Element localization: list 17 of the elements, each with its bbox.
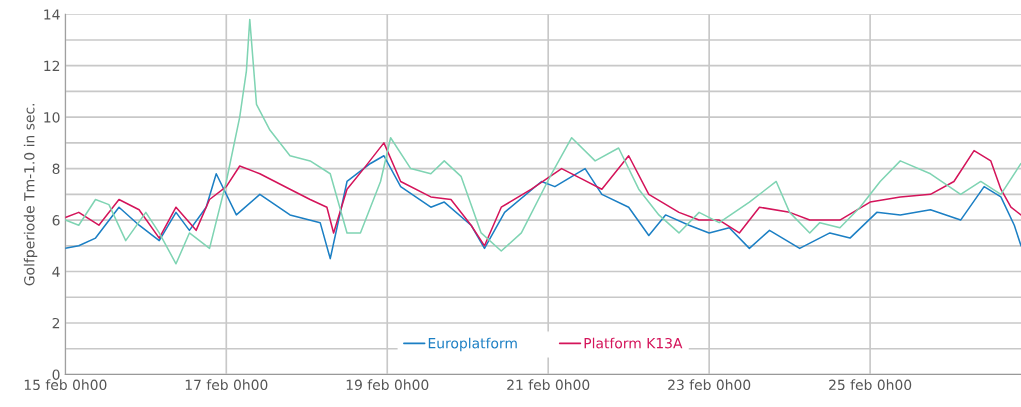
y-tick-label: 4 xyxy=(52,266,60,277)
legend-label: Platform K13A xyxy=(584,337,683,349)
y-tick-label: 12 xyxy=(44,60,60,71)
y-tick-label: 8 xyxy=(52,163,60,175)
y-tick-label: 14 xyxy=(44,9,60,20)
legend-label: Europlatform xyxy=(428,337,517,352)
y-tick-label: 2 xyxy=(52,317,60,329)
x-tick-label: 19 feb 0h00 xyxy=(346,379,429,391)
y-tick-label: 10 xyxy=(44,112,60,123)
y-tick-label: 6 xyxy=(52,215,60,226)
x-tick-label: 23 feb 0h00 xyxy=(668,379,751,391)
y-axis-title: Golfperiode Tm-1.0 in sec. xyxy=(23,104,38,286)
y-tick-label: 0 xyxy=(52,369,60,380)
x-tick-label: 17 feb 0h00 xyxy=(185,379,268,391)
x-tick-label: 15 feb 0h00 xyxy=(24,379,107,391)
x-tick-label: 25 feb 0h00 xyxy=(829,379,912,391)
x-tick-label: 21 feb 0h00 xyxy=(507,379,590,391)
